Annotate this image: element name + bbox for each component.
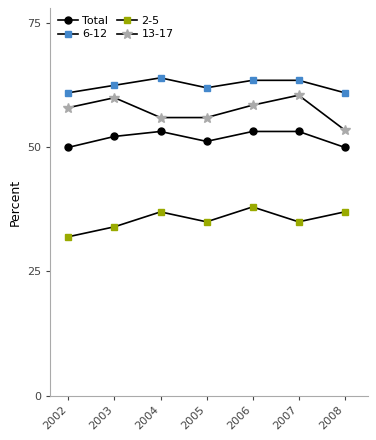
- Legend: Total, 6-12, 2-5, 13-17: Total, 6-12, 2-5, 13-17: [56, 14, 176, 42]
- Y-axis label: Percent: Percent: [8, 178, 21, 226]
